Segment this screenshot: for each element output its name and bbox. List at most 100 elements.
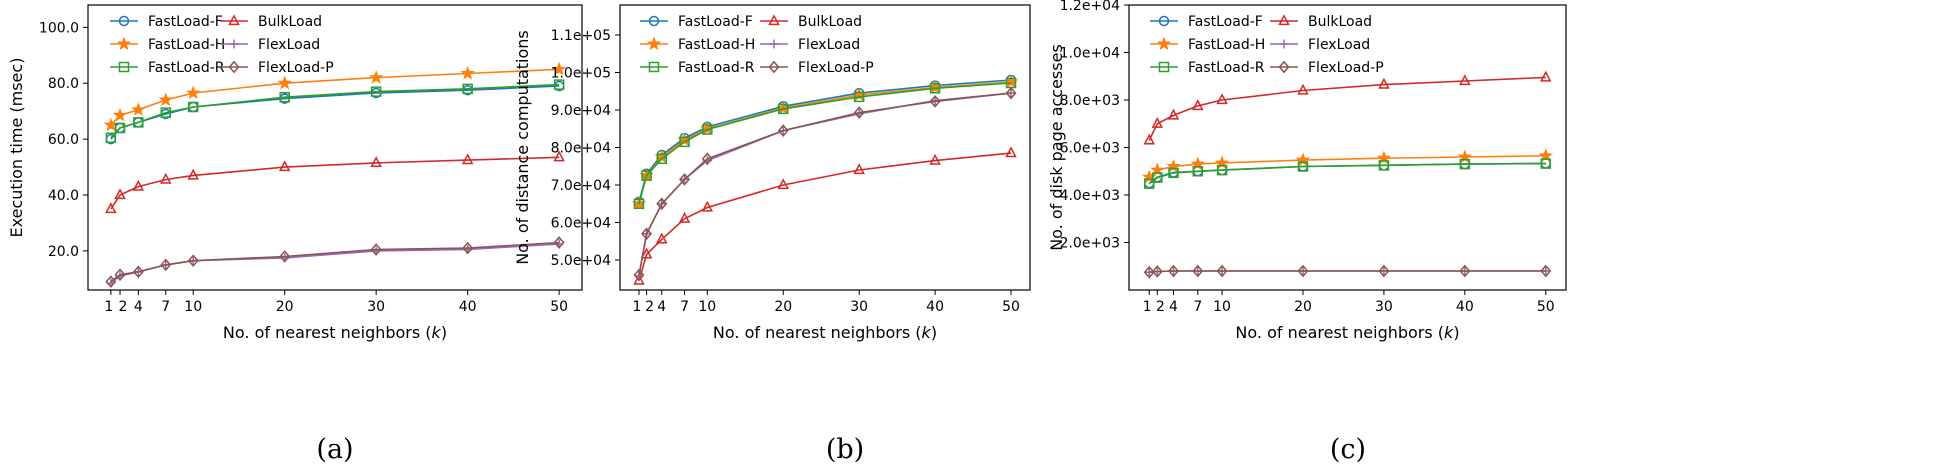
x-tick-label: 50 <box>550 299 568 315</box>
data-point <box>1538 148 1553 162</box>
data-point <box>1378 160 1390 171</box>
legend-marker <box>118 61 130 73</box>
data-point <box>553 236 565 249</box>
data-point <box>1168 167 1179 179</box>
series-line <box>110 68 560 126</box>
series-line <box>638 82 1012 205</box>
legend-label: FastLoad-H <box>1188 37 1265 53</box>
series-line <box>110 241 560 283</box>
legend-label: BulkLoad <box>798 14 862 30</box>
x-tick-label: 7 <box>161 299 170 315</box>
x-axis-label-var: k <box>922 323 932 342</box>
data-point <box>929 95 941 108</box>
legend-marker <box>1158 61 1170 73</box>
data-point <box>1143 265 1155 279</box>
data-point <box>1297 83 1309 95</box>
legend-item: FastLoad-H <box>640 36 755 53</box>
x-tick-label: 40 <box>926 299 944 315</box>
legend-item: FlexLoad-P <box>220 60 334 76</box>
y-tick-label: 20.0 <box>48 244 79 260</box>
series-fastload-r <box>633 77 1017 209</box>
plot-frame <box>87 4 583 291</box>
data-point <box>133 117 144 128</box>
series-fastload-f <box>105 80 565 145</box>
data-point <box>679 136 690 148</box>
legend-marker <box>228 14 240 26</box>
data-point <box>1540 264 1552 278</box>
data-point <box>160 258 172 272</box>
data-point <box>1540 158 1552 169</box>
legend-marker <box>1156 36 1172 51</box>
x-tick-label: 10 <box>698 299 716 315</box>
data-point <box>641 227 653 241</box>
x-axis-label-text: No. of nearest neighbors ( <box>713 323 922 342</box>
legend-marker <box>768 14 780 26</box>
legend-marker <box>1278 14 1290 26</box>
data-point <box>1216 93 1228 105</box>
x-tick-label: 10 <box>1213 299 1231 315</box>
x-tick-label: 10 <box>184 299 202 315</box>
series-line <box>110 83 560 139</box>
y-tick-label: 1.1e+05 <box>551 28 611 44</box>
x-tick-label: 40 <box>1456 299 1474 315</box>
data-point <box>1152 172 1163 183</box>
legend-label: BulkLoad <box>258 14 322 30</box>
data-point <box>1143 133 1155 145</box>
x-tick-label: 1 <box>633 299 642 315</box>
series-line <box>638 152 1012 281</box>
legend-label: FlexLoad <box>258 37 320 53</box>
legend-item: BulkLoad <box>760 14 862 30</box>
y-tick-label: 40.0 <box>48 188 79 204</box>
x-tick-label: 30 <box>367 299 385 315</box>
x-tick-label: 2 <box>119 299 128 315</box>
y-tick-label: 8.0e+04 <box>551 141 612 157</box>
series-flexload-p <box>1143 264 1552 279</box>
data-point <box>553 79 565 90</box>
series-fastload-f <box>633 74 1017 208</box>
data-point <box>777 124 789 137</box>
x-tick-label: 40 <box>459 299 477 315</box>
data-point <box>641 170 652 181</box>
legend-item: FastLoad-F <box>110 14 223 30</box>
data-point <box>656 153 668 164</box>
legend-item: FastLoad-R <box>110 60 225 76</box>
x-tick-label: 7 <box>1193 299 1202 315</box>
legend-label: FlexLoad <box>798 37 860 53</box>
legend: FastLoad-F FastLoad-H FastLoad-R BulkLoad Fl… <box>640 14 874 76</box>
data-point <box>1192 99 1204 111</box>
x-tick-label: 30 <box>1375 299 1393 315</box>
y-tick-label: 8.0e+03 <box>1060 93 1120 109</box>
data-point <box>1151 116 1164 128</box>
y-tick-label: 4.0e+03 <box>1060 188 1120 204</box>
series-bulkload <box>1143 70 1552 145</box>
x-tick-label: 4 <box>1169 299 1178 315</box>
data-point <box>1168 264 1180 278</box>
legend-item: FlexLoad <box>1270 37 1370 53</box>
x-tick-label: 2 <box>1156 299 1165 315</box>
data-point <box>853 163 865 175</box>
x-axis-label-end: ) <box>931 323 937 342</box>
data-point <box>656 232 668 244</box>
data-point <box>1167 108 1180 120</box>
data-point <box>160 172 172 184</box>
x-axis-label-end: ) <box>1453 323 1459 342</box>
data-point <box>158 92 173 107</box>
panel-label: (c) <box>1330 434 1366 465</box>
y-tick-label: 100.0 <box>39 20 79 36</box>
x-axis-label-end: ) <box>441 323 447 342</box>
legend-marker <box>228 60 240 74</box>
data-point <box>1297 161 1309 172</box>
x-tick-label: 20 <box>276 299 294 315</box>
data-point <box>551 61 567 76</box>
data-point <box>187 168 199 180</box>
x-axis-label-text: No. of nearest neighbors ( <box>1235 323 1444 342</box>
data-point <box>112 107 128 122</box>
legend-marker <box>768 60 780 74</box>
data-point <box>461 153 474 165</box>
data-point <box>777 178 789 190</box>
panel-label: (a) <box>316 434 353 465</box>
chart-panel-3: 2.0e+03 4.0e+03 6.0e+03 8.0e+03 1.0e+04 1.2e+… <box>1047 0 1567 465</box>
data-point <box>1192 166 1204 177</box>
x-tick-label: 50 <box>1002 299 1020 315</box>
